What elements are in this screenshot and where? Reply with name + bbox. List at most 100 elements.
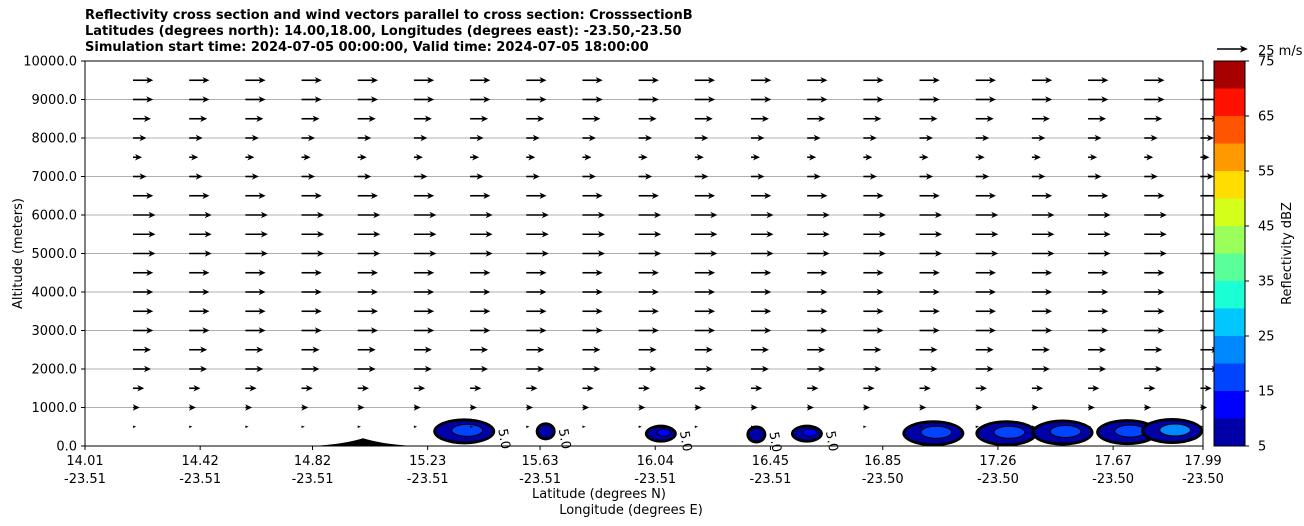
wind-vector-head (766, 231, 774, 238)
wind-vector (863, 425, 867, 429)
wind-vector-head (481, 346, 489, 353)
wind-vector-head (932, 77, 940, 84)
wind-vector (526, 425, 530, 429)
wind-vector-head (1202, 154, 1210, 161)
wind-vector-head (764, 77, 772, 84)
colorbar-segment (1214, 418, 1245, 446)
wind-vector-head (930, 365, 938, 373)
wind-vector-head (420, 173, 428, 180)
wind-vector-head (932, 288, 940, 296)
wind-vector-head (469, 404, 477, 411)
wind-vector-head (474, 385, 482, 392)
wind-vector-head (146, 96, 154, 103)
wind-vector-head (822, 211, 830, 219)
wind-vector-head (1047, 231, 1055, 238)
wind-vector-head (373, 211, 381, 219)
wind-vector (133, 425, 137, 429)
colorbar-segment (1214, 281, 1245, 309)
wind-vector (638, 425, 642, 429)
wind-vector-head (146, 327, 154, 334)
wind-vector-head (204, 231, 212, 238)
wind-vector-head (256, 115, 264, 122)
y-tick-label: 4000.0 (32, 286, 78, 301)
wind-vector-head (251, 134, 259, 142)
colorbar-segment (1214, 336, 1245, 364)
wind-vector-head (314, 288, 322, 296)
wind-vector-head (256, 365, 264, 373)
wind-vector-head (584, 154, 592, 161)
wind-vector-head (359, 154, 367, 161)
wind-vector-head (876, 77, 884, 84)
wind-vector-head (595, 77, 603, 84)
wind-vector-head (654, 231, 662, 238)
wind-vector-head (1101, 308, 1109, 315)
wind-vector-head (483, 308, 491, 315)
colorbar-segment (1214, 308, 1245, 336)
wind-vector-head (1157, 192, 1165, 199)
reflectivity-core (993, 425, 1026, 439)
colorbar-tick-label: 75 (1258, 55, 1275, 70)
wind-vector-head (146, 269, 154, 276)
wind-vector-head (195, 173, 203, 180)
wind-vector-head (764, 327, 772, 334)
wind-vector-head (1101, 269, 1109, 276)
y-tick-label: 2000.0 (32, 363, 78, 378)
wind-vector-head (930, 346, 938, 353)
x-tick-label-latitude: 14.42 (182, 454, 219, 469)
wind-vector-head (699, 385, 707, 392)
x-tick-label-longitude: -23.51 (749, 472, 791, 487)
wind-vector-head (202, 192, 210, 199)
wind-vector-head (935, 250, 943, 257)
wind-vector-head (1045, 308, 1053, 315)
wind-vector-head (144, 115, 151, 122)
colorbar-frame (1213, 60, 1246, 447)
wind-vector-head (137, 385, 145, 392)
wind-vector-head (818, 115, 826, 122)
wind-vector-head (1094, 173, 1102, 180)
wind-vector-head (256, 346, 264, 353)
title-line-1: Reflectivity cross section and wind vect… (85, 8, 693, 23)
wind-vector-head (935, 211, 943, 219)
wind-vector-head (314, 77, 322, 84)
wind-vector-head (582, 404, 590, 411)
wind-vector-head (1031, 404, 1039, 411)
x-axis-label-latitude: Latitude (degrees N) (532, 487, 666, 502)
wind-vector-head (593, 346, 601, 353)
wind-reference-key: 25 m/s (1217, 44, 1303, 59)
wind-vector-head (820, 288, 828, 296)
wind-vector-head (919, 404, 927, 411)
wind-vectors (132, 77, 1223, 429)
wind-vector-head (427, 269, 435, 276)
x-tick-label-latitude: 16.85 (864, 454, 901, 469)
wind-vector-head (822, 250, 830, 257)
wind-vector-head (370, 327, 378, 334)
wind-vector-head (427, 192, 435, 199)
wind-vector-head (813, 173, 821, 180)
wind-vector-head (1204, 385, 1212, 392)
wind-vector-head (532, 173, 540, 180)
wind-vector-head (420, 134, 428, 142)
wind-vector-head (537, 346, 545, 353)
reflectivity-core (1159, 423, 1192, 437)
wind-vector-head (932, 269, 940, 276)
wind-vector-head (258, 96, 266, 103)
wind-vector-head (539, 308, 547, 315)
wind-vector-head (708, 77, 716, 84)
wind-vector-head (764, 192, 772, 199)
wind-vector-head (1090, 154, 1098, 161)
wind-vector-head (1157, 308, 1165, 315)
wind-vector (301, 425, 305, 429)
wind-vector-head (539, 288, 547, 296)
reflectivity-core (451, 423, 484, 437)
wind-vector (245, 425, 249, 429)
wind-vector (1144, 425, 1148, 429)
wind-vector-head (822, 231, 830, 238)
wind-vector-head (1103, 231, 1111, 238)
wind-vector-head (649, 115, 657, 122)
wind-vector-head (708, 269, 716, 276)
y-tick-label: 1000.0 (32, 401, 78, 416)
wind-vector-head (364, 173, 372, 180)
wind-vector (975, 425, 979, 429)
wind-vector-head (1144, 404, 1152, 411)
wind-vector-head (1042, 346, 1050, 353)
